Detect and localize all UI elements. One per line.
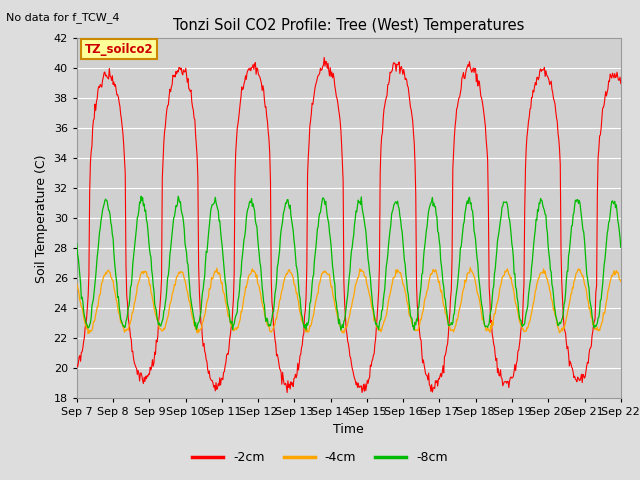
Legend: -2cm, -4cm, -8cm: -2cm, -4cm, -8cm [187,446,453,469]
Title: Tonzi Soil CO2 Profile: Tree (West) Temperatures: Tonzi Soil CO2 Profile: Tree (West) Temp… [173,18,525,33]
Y-axis label: Soil Temperature (C): Soil Temperature (C) [35,154,48,283]
X-axis label: Time: Time [333,423,364,436]
Text: TZ_soilco2: TZ_soilco2 [85,43,154,56]
Text: No data for f_TCW_4: No data for f_TCW_4 [6,12,120,23]
